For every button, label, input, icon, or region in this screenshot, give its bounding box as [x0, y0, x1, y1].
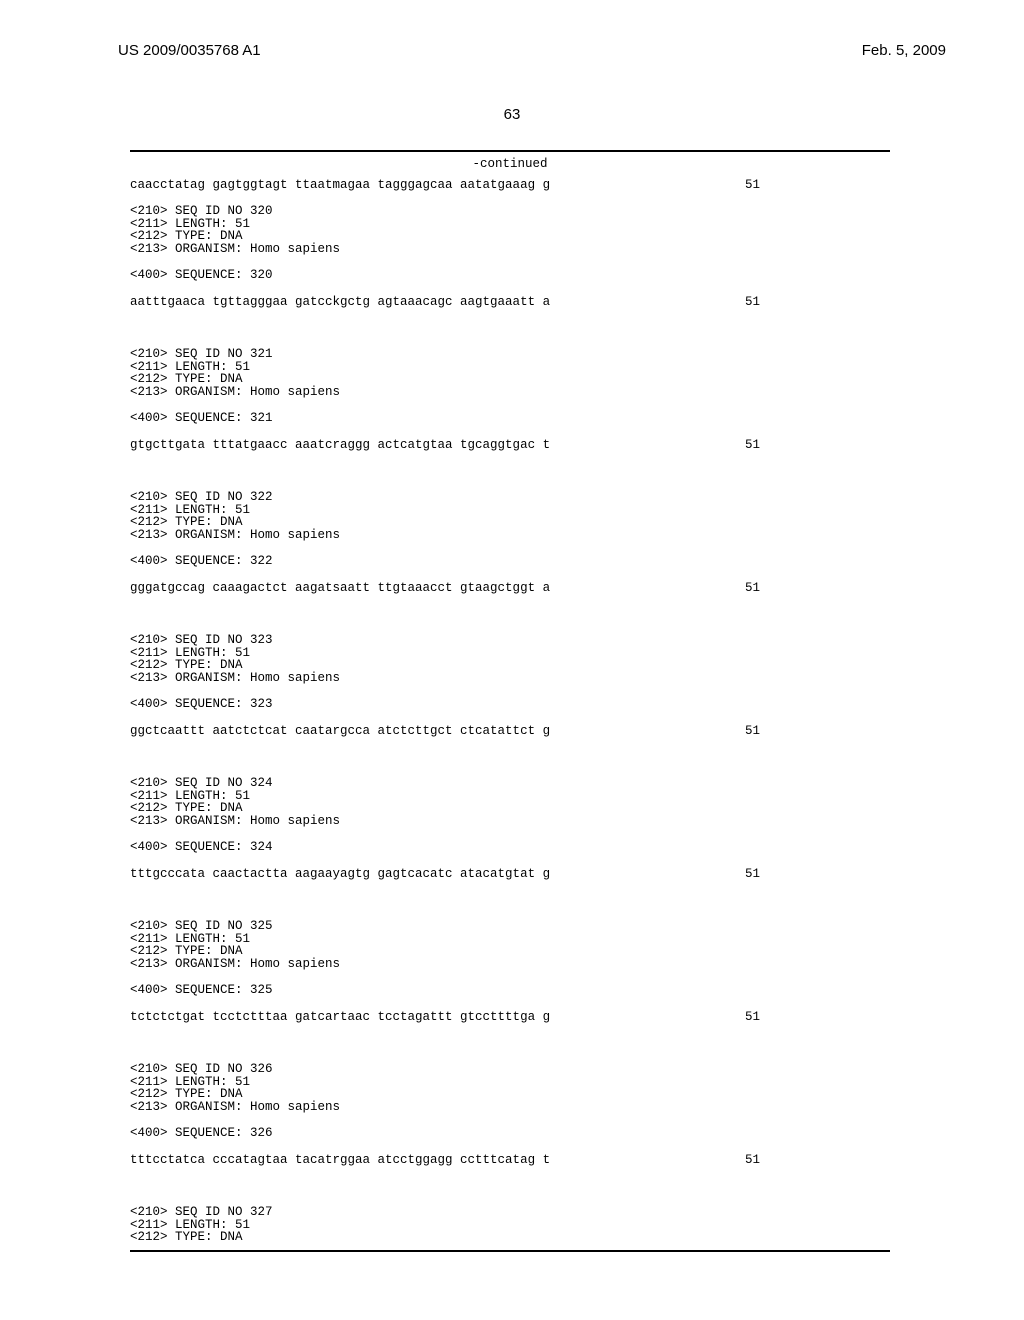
meta-line: <210> SEQ ID NO 323: [130, 634, 890, 647]
meta-line: <211> LENGTH: 51: [130, 1219, 890, 1232]
meta-line: <211> LENGTH: 51: [130, 790, 890, 803]
sequence-row: tttgcccata caactactta aagaayagtg gagtcac…: [130, 868, 890, 881]
meta-line: <212> TYPE: DNA: [130, 516, 890, 529]
sequence-label: <400> SEQUENCE: 323: [130, 698, 890, 711]
meta-line: <213> ORGANISM: Homo sapiens: [130, 1101, 890, 1114]
sequence-length: 51: [745, 296, 890, 309]
sequence-label: <400> SEQUENCE: 322: [130, 555, 890, 568]
sequence-label: <400> SEQUENCE: 324: [130, 841, 890, 854]
meta-line: <213> ORGANISM: Homo sapiens: [130, 958, 890, 971]
meta-line: <212> TYPE: DNA: [130, 945, 890, 958]
sequence-length: 51: [745, 868, 890, 881]
sequence-row: tctctctgat tcctctttaa gatcartaac tcctaga…: [130, 1011, 890, 1024]
meta-line: <211> LENGTH: 51: [130, 218, 890, 231]
meta-line: <210> SEQ ID NO 326: [130, 1063, 890, 1076]
meta-line: <213> ORGANISM: Homo sapiens: [130, 243, 890, 256]
meta-line: <211> LENGTH: 51: [130, 361, 890, 374]
sequence-row: tttcctatca cccatagtaa tacatrggaa atcctgg…: [130, 1154, 890, 1167]
publication-number: US 2009/0035768 A1: [118, 42, 261, 59]
meta-line: <213> ORGANISM: Homo sapiens: [130, 672, 890, 685]
meta-line: <212> TYPE: DNA: [130, 1088, 890, 1101]
meta-line: <213> ORGANISM: Homo sapiens: [130, 529, 890, 542]
meta-line: <212> TYPE: DNA: [130, 659, 890, 672]
meta-line: <212> TYPE: DNA: [130, 373, 890, 386]
sequence-block: <210> SEQ ID NO 321<211> LENGTH: 51<212>…: [130, 334, 890, 451]
meta-line: <212> TYPE: DNA: [130, 230, 890, 243]
sequence-label: <400> SEQUENCE: 325: [130, 984, 890, 997]
meta-line: <213> ORGANISM: Homo sapiens: [130, 815, 890, 828]
publication-date: Feb. 5, 2009: [862, 42, 946, 59]
sequence-text: tttcctatca cccatagtaa tacatrggaa atcctgg…: [130, 1154, 550, 1167]
sequence-length: 51: [745, 1011, 890, 1024]
sequence-length: 51: [745, 439, 890, 452]
sequence-row: gtgcttgata tttatgaacc aaatcraggg actcatg…: [130, 439, 890, 452]
sequence-label: <400> SEQUENCE: 326: [130, 1127, 890, 1140]
sequence-length: 51: [745, 179, 890, 192]
continued-label: -continued: [130, 158, 890, 171]
meta-line: <210> SEQ ID NO 324: [130, 777, 890, 790]
sequence-length: 51: [745, 725, 890, 738]
sequence-text: gtgcttgata tttatgaacc aaatcraggg actcatg…: [130, 439, 550, 452]
page-number: 63: [0, 106, 1024, 123]
sequence-block: <210> SEQ ID NO 320<211> LENGTH: 51<212>…: [130, 191, 890, 308]
sequence-text: aatttgaaca tgttagggaa gatcckgctg agtaaac…: [130, 296, 550, 309]
meta-line: <210> SEQ ID NO 327: [130, 1206, 890, 1219]
sequence-row: gggatgccag caaagactct aagatsaatt ttgtaaa…: [130, 582, 890, 595]
sequence-block: <210> SEQ ID NO 323<211> LENGTH: 51<212>…: [130, 620, 890, 737]
sequence-label: <400> SEQUENCE: 320: [130, 269, 890, 282]
sequence-listing: -continued caacctatag gagtggtagt ttaatma…: [130, 150, 890, 1252]
meta-line: <210> SEQ ID NO 320: [130, 205, 890, 218]
sequence-row: aatttgaaca tgttagggaa gatcckgctg agtaaac…: [130, 296, 890, 309]
meta-line: <210> SEQ ID NO 325: [130, 920, 890, 933]
sequence-text: ggctcaattt aatctctcat caatargcca atctctt…: [130, 725, 550, 738]
sequence-text: tctctctgat tcctctttaa gatcartaac tcctaga…: [130, 1011, 550, 1024]
meta-line: <212> TYPE: DNA: [130, 1231, 890, 1244]
sequence-length: 51: [745, 582, 890, 595]
sequence-length: 51: [745, 1154, 890, 1167]
sequence-block: <210> SEQ ID NO 326<211> LENGTH: 51<212>…: [130, 1049, 890, 1166]
sequence-block: <210> SEQ ID NO 322<211> LENGTH: 51<212>…: [130, 477, 890, 594]
sequence-text: tttgcccata caactactta aagaayagtg gagtcac…: [130, 868, 550, 881]
sequence-block: <210> SEQ ID NO 325<211> LENGTH: 51<212>…: [130, 906, 890, 1023]
meta-line: <211> LENGTH: 51: [130, 647, 890, 660]
sequence-block: <210> SEQ ID NO 324<211> LENGTH: 51<212>…: [130, 763, 890, 880]
meta-line: <211> LENGTH: 51: [130, 933, 890, 946]
meta-line: <211> LENGTH: 51: [130, 1076, 890, 1089]
meta-line: <210> SEQ ID NO 321: [130, 348, 890, 361]
sequence-row: ggctcaattt aatctctcat caatargcca atctctt…: [130, 725, 890, 738]
meta-line: <210> SEQ ID NO 322: [130, 491, 890, 504]
sequence-row: caacctatag gagtggtagt ttaatmagaa tagggag…: [130, 179, 890, 192]
sequence-text: caacctatag gagtggtagt ttaatmagaa tagggag…: [130, 179, 550, 192]
sequence-text: gggatgccag caaagactct aagatsaatt ttgtaaa…: [130, 582, 550, 595]
meta-line: <213> ORGANISM: Homo sapiens: [130, 386, 890, 399]
meta-line: <212> TYPE: DNA: [130, 802, 890, 815]
sequence-label: <400> SEQUENCE: 321: [130, 412, 890, 425]
meta-line: <211> LENGTH: 51: [130, 504, 890, 517]
page-header: US 2009/0035768 A1 Feb. 5, 2009: [0, 42, 1024, 59]
